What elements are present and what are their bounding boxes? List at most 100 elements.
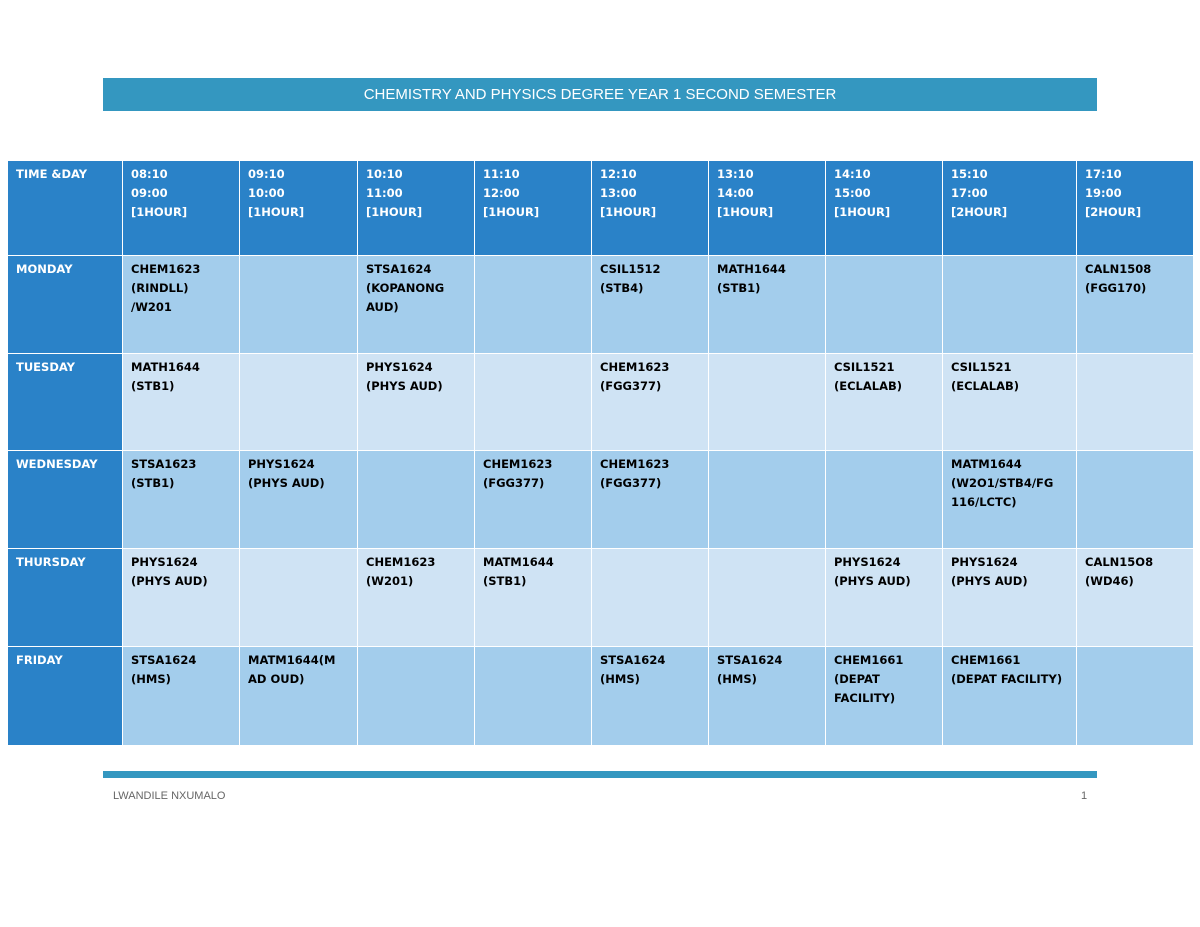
row: THURSDAY PHYS1624 (PHYS AUD) CHEM1623 (W201)… xyxy=(7,548,1194,647)
cell-line: (PHYS AUD) xyxy=(834,574,911,588)
class-cell: CSIL1512 (STB4) xyxy=(591,255,709,354)
cell-line: 15:10 xyxy=(951,167,988,181)
class-cell xyxy=(239,353,358,451)
cell-line: AD OUD) xyxy=(248,672,305,686)
footer-bar xyxy=(103,771,1097,778)
class-cell: CHEM1661 (DEPAT FACILITY) xyxy=(942,646,1077,746)
class-cell: PHYS1624 (PHYS AUD) xyxy=(825,548,943,647)
class-cell: CHEM1623 (FGG377) xyxy=(474,450,592,549)
cell-line: (STB1) xyxy=(131,476,175,490)
cell-line: STSA1624 xyxy=(600,653,666,667)
cell-line: CSIL1512 xyxy=(600,262,661,276)
cell-line: (FGG377) xyxy=(600,379,662,393)
class-cell xyxy=(591,548,709,647)
header-cell: 10:10 11:00 [1HOUR] xyxy=(357,160,475,256)
cell-line: (FGG377) xyxy=(600,476,662,490)
day-cell: TUESDAY xyxy=(7,353,123,451)
class-cell: PHYS1624 (PHYS AUD) xyxy=(942,548,1077,647)
cell-line: CSIL1521 xyxy=(951,360,1012,374)
class-cell: MATH1644 (STB1) xyxy=(122,353,240,451)
cell-line: AUD) xyxy=(366,300,399,314)
class-cell: MATM1644 (STB1) xyxy=(474,548,592,647)
cell-line: [1HOUR] xyxy=(717,205,774,219)
cell-line: CSIL1521 xyxy=(834,360,895,374)
class-cell xyxy=(357,450,475,549)
cell-line: CALN1508 xyxy=(1085,262,1152,276)
class-cell xyxy=(1076,646,1194,746)
class-cell: STSA1623 (STB1) xyxy=(122,450,240,549)
class-cell: PHYS1624 (PHYS AUD) xyxy=(357,353,475,451)
header-cell: 11:10 12:00 [1HOUR] xyxy=(474,160,592,256)
class-cell: CALN1508 (FGG170) xyxy=(1076,255,1194,354)
cell-line: 12:10 xyxy=(600,167,637,181)
class-cell: CHEM1623 (W201) xyxy=(357,548,475,647)
class-cell xyxy=(708,353,826,451)
cell-line: (PHYS AUD) xyxy=(366,379,443,393)
cell-line: (RINDLL) xyxy=(131,281,189,295)
cell-line: 10:00 xyxy=(248,186,285,200)
class-cell xyxy=(474,353,592,451)
class-cell xyxy=(942,255,1077,354)
cell-line: 10:10 xyxy=(366,167,403,181)
cell-line: MATH1644 xyxy=(131,360,200,374)
row: FRIDAY STSA1624 (HMS) MATM1644(M AD OUD) STSA… xyxy=(7,646,1194,746)
cell-line: [2HOUR] xyxy=(1085,205,1142,219)
class-cell: STSA1624 (HMS) xyxy=(122,646,240,746)
cell-line: [1HOUR] xyxy=(248,205,305,219)
cell-line: CHEM1623 xyxy=(366,555,436,569)
cell-line: [1HOUR] xyxy=(366,205,423,219)
cell-line: 116/LCTC) xyxy=(951,495,1017,509)
cell-line: (STB1) xyxy=(131,379,175,393)
header-row: TIME &DAY 08:10 09:00 [1HOUR] 09:10 10:00 [1HO… xyxy=(7,160,1194,256)
class-cell xyxy=(474,646,592,746)
cell-line: STSA1623 xyxy=(131,457,197,471)
cell-line: (HMS) xyxy=(600,672,640,686)
class-cell: STSA1624 (KOPANONG AUD) xyxy=(357,255,475,354)
row: MONDAY CHEM1623 (RINDLL) /W201 STSA1624 (KOPA… xyxy=(7,255,1194,354)
class-cell xyxy=(825,450,943,549)
cell-line: (STB1) xyxy=(717,281,761,295)
cell-line: STSA1624 xyxy=(717,653,783,667)
cell-line: CHEM1661 xyxy=(951,653,1021,667)
cell-line: 08:10 xyxy=(131,167,168,181)
day-label: WEDNESDAY xyxy=(16,457,98,471)
cell-line: CHEM1623 xyxy=(600,360,670,374)
header-cell: 09:10 10:00 [1HOUR] xyxy=(239,160,358,256)
class-cell: CSIL1521 (ECLALAB) xyxy=(942,353,1077,451)
class-cell: CSIL1521 (ECLALAB) xyxy=(825,353,943,451)
header-cell: 14:10 15:00 [1HOUR] xyxy=(825,160,943,256)
cell-line: [1HOUR] xyxy=(600,205,657,219)
cell-line: 17:10 xyxy=(1085,167,1122,181)
cell-line: 13:10 xyxy=(717,167,754,181)
cell-line: CHEM1661 xyxy=(834,653,904,667)
day-label: THURSDAY xyxy=(16,555,86,569)
title-bar: CHEMISTRY AND PHYSICS DEGREE YEAR 1 SECO… xyxy=(103,78,1097,111)
cell-line: [1HOUR] xyxy=(483,205,540,219)
title: CHEMISTRY AND PHYSICS DEGREE YEAR 1 SECO… xyxy=(363,86,837,103)
cell-line: MATM1644(M xyxy=(248,653,336,667)
cell-line: PHYS1624 xyxy=(834,555,901,569)
cell-line: (PHYS AUD) xyxy=(248,476,325,490)
day-label: TUESDAY xyxy=(16,360,75,374)
class-cell: PHYS1624 (PHYS AUD) xyxy=(122,548,240,647)
cell-line: PHYS1624 xyxy=(951,555,1018,569)
cell-line: (W201) xyxy=(366,574,414,588)
day-cell: THURSDAY xyxy=(7,548,123,647)
page-number: 1 xyxy=(1081,790,1088,802)
day-cell: FRIDAY xyxy=(7,646,123,746)
cell-line: 13:00 xyxy=(600,186,637,200)
class-cell xyxy=(239,255,358,354)
class-cell xyxy=(708,548,826,647)
header-cell: TIME &DAY xyxy=(7,160,123,256)
row: TUESDAY MATH1644 (STB1) PHYS1624 (PHYS AUD) C… xyxy=(7,353,1194,451)
day-label: MONDAY xyxy=(16,262,73,276)
class-cell: MATM1644 (W2O1/STB4/FG 116/LCTC) xyxy=(942,450,1077,549)
class-cell xyxy=(474,255,592,354)
cell-line: (WD46) xyxy=(1085,574,1134,588)
class-cell: STSA1624 (HMS) xyxy=(591,646,709,746)
cell-line: PHYS1624 xyxy=(366,360,433,374)
cell-line: 19:00 xyxy=(1085,186,1122,200)
day-cell: WEDNESDAY xyxy=(7,450,123,549)
cell-line: (KOPANONG xyxy=(366,281,445,295)
